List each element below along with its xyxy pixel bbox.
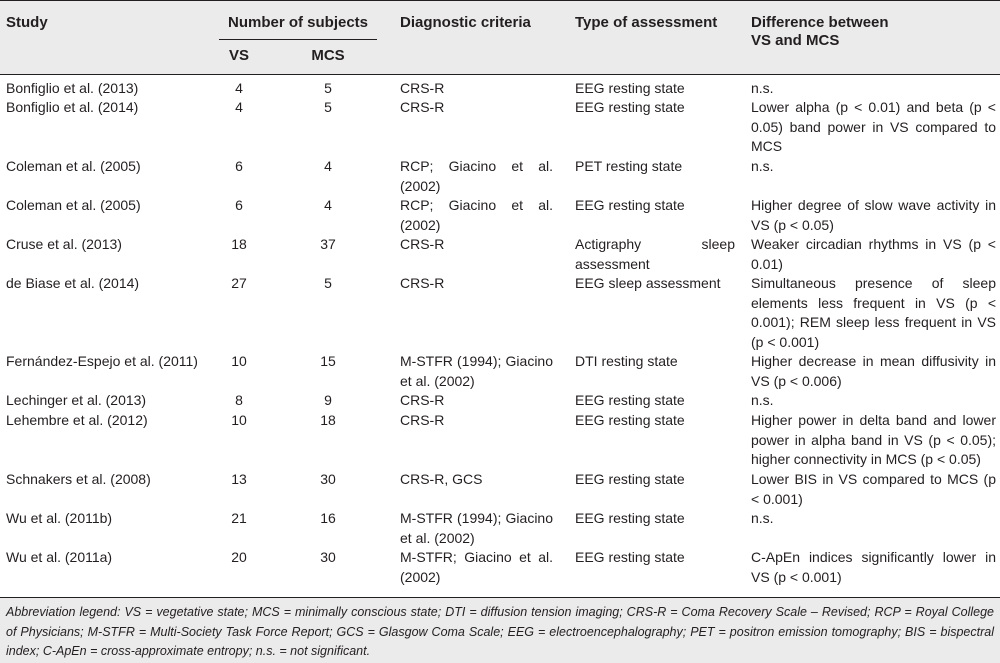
header-difference-line2: VS and MCS — [751, 32, 840, 49]
cell-vs: 20 — [231, 549, 247, 565]
cell-study: Coleman et al. (2005) — [6, 158, 141, 174]
cell-study: Bonfiglio et al. (2014) — [6, 99, 139, 115]
cell-mcs: 30 — [320, 471, 336, 487]
cell-vs: 18 — [231, 236, 247, 252]
cell-vs: 13 — [231, 471, 247, 487]
header-study: Study — [6, 14, 48, 31]
bottom-rule — [0, 597, 1000, 598]
cell-difference: n.s. — [751, 158, 774, 174]
cell-vs: 10 — [231, 353, 247, 369]
cell-mcs: 16 — [320, 510, 336, 526]
cell-assessment: EEG resting state — [575, 80, 685, 96]
cell-difference: Lower BIS in VS compared to MCS (p < 0.0… — [751, 471, 996, 507]
cell-mcs: 5 — [324, 80, 332, 96]
cell-difference: n.s. — [751, 510, 774, 526]
cell-criteria: CRS-R — [400, 392, 445, 408]
cell-criteria: CRS-R — [400, 412, 445, 428]
cell-difference: C-ApEn indices significantly lower in VS… — [751, 549, 996, 585]
cell-mcs: 37 — [320, 236, 336, 252]
cell-study: Schnakers et al. (2008) — [6, 471, 151, 487]
cell-difference: Higher decrease in mean diffusivity in V… — [751, 353, 996, 389]
cell-study: Wu et al. (2011b) — [6, 510, 113, 526]
header-type-of-assessment: Type of assessment — [575, 14, 718, 31]
cell-criteria: CRS-R, GCS — [400, 471, 483, 487]
cell-vs: 27 — [231, 275, 247, 291]
cell-criteria: M-STFR (1994); Giacino et al. (2002) — [400, 353, 553, 389]
cell-mcs: 5 — [324, 275, 332, 291]
header-mcs: MCS — [311, 47, 345, 64]
cell-difference: Higher degree of slow wave activity in V… — [751, 197, 996, 233]
cell-vs: 10 — [231, 412, 247, 428]
cell-assessment: Actigraphy sleep assessment — [575, 236, 735, 272]
cell-assessment: EEG resting state — [575, 99, 685, 115]
cell-vs: 4 — [235, 99, 243, 115]
subjects-subheader-rule — [219, 39, 377, 40]
top-rule — [0, 0, 1000, 1]
legend-band — [0, 597, 1000, 663]
cell-vs: 6 — [235, 197, 243, 213]
cell-criteria: M-STFR (1994); Giacino et al. (2002) — [400, 510, 553, 546]
cell-vs: 6 — [235, 158, 243, 174]
cell-mcs: 30 — [320, 549, 336, 565]
cell-study: Fernández-Espejo et al. (2011) — [6, 353, 198, 369]
cell-criteria: M-STFR; Giacino et al. (2002) — [400, 549, 553, 585]
cell-assessment: EEG resting state — [575, 549, 685, 565]
cell-assessment: DTI resting state — [575, 353, 678, 369]
cell-study: Bonfiglio et al. (2013) — [6, 80, 139, 96]
cell-mcs: 4 — [324, 197, 332, 213]
cell-mcs: 4 — [324, 158, 332, 174]
header-vs: VS — [228, 47, 249, 64]
cell-assessment: EEG resting state — [575, 510, 685, 526]
header-diagnostic-criteria: Diagnostic criteria — [400, 14, 531, 31]
cell-criteria: CRS-R — [400, 99, 445, 115]
cell-assessment: EEG resting state — [575, 197, 685, 213]
cell-study: Cruse et al. (2013) — [6, 236, 122, 252]
cell-criteria: RCP; Giacino et al. (2002) — [400, 158, 553, 194]
cell-assessment: EEG resting state — [575, 392, 685, 408]
cell-assessment: EEG resting state — [575, 412, 685, 428]
cell-assessment: EEG sleep assessment — [575, 275, 721, 291]
cell-vs: 21 — [231, 510, 247, 526]
cell-difference: Lower alpha (p < 0.01) and beta (p < 0.0… — [751, 99, 996, 154]
cell-criteria: CRS-R — [400, 80, 445, 96]
cell-difference: n.s. — [751, 392, 774, 408]
cell-difference: n.s. — [751, 80, 774, 96]
header-difference-line1: Difference between — [751, 14, 889, 31]
cell-mcs: 18 — [320, 412, 336, 428]
cell-difference: Higher power in delta band and lower pow… — [751, 412, 996, 467]
abbreviation-legend: Abbreviation legend: VS = vegetative sta… — [6, 605, 994, 658]
cell-difference: Simultaneous presence of sleep elements … — [751, 275, 996, 350]
header-number-of-subjects: Number of subjects — [227, 14, 369, 31]
cell-assessment: EEG resting state — [575, 471, 685, 487]
cell-criteria: RCP; Giacino et al. (2002) — [400, 197, 553, 233]
cell-study: de Biase et al. (2014) — [6, 275, 140, 291]
cell-study: Coleman et al. (2005) — [6, 197, 141, 213]
header-band — [0, 0, 1000, 74]
cell-vs: 8 — [235, 392, 243, 408]
cell-study: Wu et al. (2011a) — [6, 549, 113, 565]
cell-difference: Weaker circadian rhythms in VS (p < 0.01… — [751, 236, 996, 272]
cell-vs: 4 — [235, 80, 243, 96]
cell-study: Lechinger et al. (2013) — [6, 392, 147, 408]
cell-mcs: 15 — [320, 353, 336, 369]
cell-criteria: CRS-R — [400, 236, 445, 252]
header-difference: Difference between VS and MCS — [751, 14, 889, 50]
cell-assessment: PET resting state — [575, 158, 683, 174]
header-rule — [0, 74, 1000, 75]
cell-mcs: 5 — [324, 99, 332, 115]
cell-study: Lehembre et al. (2012) — [6, 412, 148, 428]
cell-criteria: CRS-R — [400, 275, 445, 291]
cell-mcs: 9 — [324, 392, 332, 408]
